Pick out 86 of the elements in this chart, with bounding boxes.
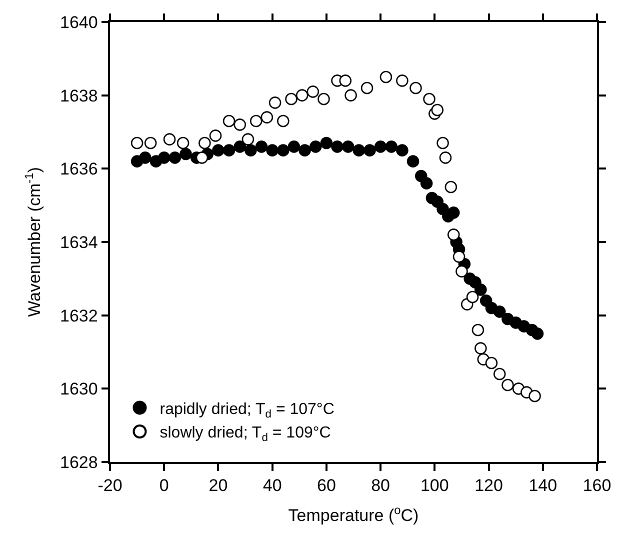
point <box>474 284 487 296</box>
y-tick-label: 1636 <box>60 160 98 179</box>
point <box>447 206 460 219</box>
y-tick-label: 1630 <box>60 380 98 399</box>
point <box>176 136 190 150</box>
point <box>306 86 320 98</box>
legend-label: rapidly dried; T$_{d}$ = 107°C <box>160 400 334 420</box>
point <box>342 140 354 153</box>
point <box>268 96 282 109</box>
y-tick-label: 1634 <box>60 232 98 252</box>
point <box>385 140 398 153</box>
point <box>493 368 506 380</box>
point <box>452 250 466 263</box>
x-tick-label: 20 <box>208 476 228 496</box>
point <box>502 378 514 392</box>
point <box>209 130 222 142</box>
point <box>474 342 487 354</box>
point <box>260 111 274 124</box>
point <box>234 140 246 153</box>
point <box>222 114 236 128</box>
point <box>439 152 452 164</box>
point <box>493 306 506 318</box>
point <box>420 177 433 190</box>
point <box>234 118 246 131</box>
point <box>318 92 330 106</box>
point <box>410 82 422 94</box>
point <box>444 180 458 194</box>
point <box>331 140 344 153</box>
point <box>277 144 290 156</box>
point <box>212 144 224 156</box>
point <box>180 148 192 160</box>
point <box>406 155 420 168</box>
y-tick-label: 1632 <box>60 306 98 326</box>
point <box>320 136 333 150</box>
y-tick-label: 1640 <box>60 12 98 32</box>
point <box>447 228 460 241</box>
point <box>531 328 544 340</box>
point <box>255 140 268 153</box>
point <box>277 114 290 128</box>
point <box>472 324 484 336</box>
point <box>168 152 182 164</box>
point <box>485 356 498 370</box>
point <box>380 70 392 84</box>
x-tick-label: 160 <box>582 476 612 496</box>
point <box>296 89 308 102</box>
x-tick-label: 0 <box>159 476 169 496</box>
point <box>431 104 444 116</box>
x-tick-label: 120 <box>474 476 503 496</box>
x-axis-title: Temperature ($^{o}$C) <box>288 502 419 526</box>
point <box>364 144 376 156</box>
point <box>396 74 408 87</box>
point <box>309 140 322 153</box>
point <box>396 144 408 156</box>
point <box>158 152 170 164</box>
point <box>222 144 236 156</box>
point <box>266 144 278 156</box>
point <box>344 89 357 102</box>
y-tick-label: 1628 <box>60 452 98 472</box>
x-tick-label: 100 <box>420 476 449 496</box>
point <box>528 390 541 402</box>
point <box>250 114 262 128</box>
point <box>196 152 208 164</box>
point <box>285 92 298 106</box>
x-tick-label: 40 <box>262 476 282 496</box>
y-tick-label: 1638 <box>60 86 98 106</box>
point <box>466 290 479 304</box>
point <box>360 82 374 94</box>
point <box>456 265 468 278</box>
point <box>339 74 352 87</box>
point <box>242 133 254 146</box>
x-tick-label: 140 <box>528 476 558 496</box>
point <box>163 133 176 146</box>
x-tick-label: 60 <box>316 476 336 496</box>
point <box>198 136 211 150</box>
point <box>144 136 157 150</box>
point <box>139 152 152 164</box>
point <box>436 136 449 150</box>
point <box>423 92 436 106</box>
point <box>244 144 257 156</box>
point <box>288 140 300 153</box>
x-tick-label: -20 <box>98 476 122 496</box>
point <box>298 144 311 156</box>
point <box>374 140 387 153</box>
point <box>130 136 144 150</box>
x-tick-label: 80 <box>371 476 390 496</box>
point <box>352 144 366 156</box>
